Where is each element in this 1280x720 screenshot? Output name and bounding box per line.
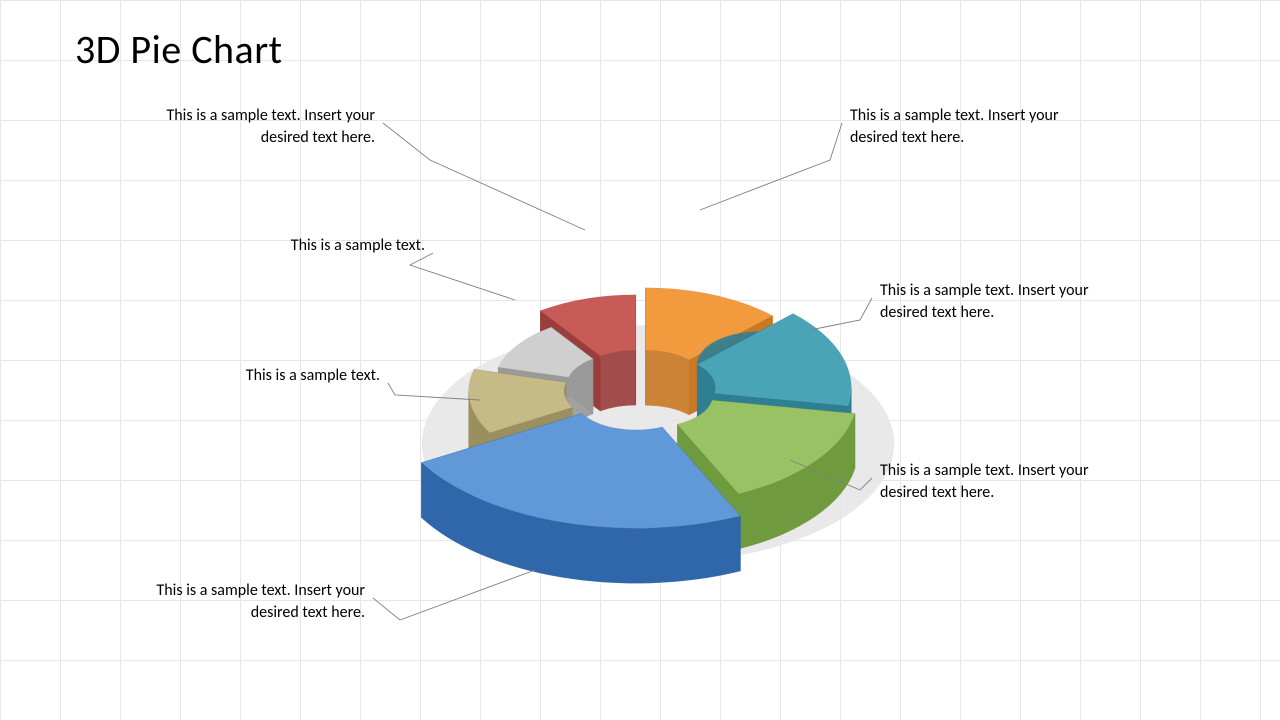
label-khaki: This is a sample text. xyxy=(130,365,380,387)
slide-stage: 3D Pie Chart This is a sample text. Inse… xyxy=(0,0,1280,720)
leader-line-grey xyxy=(410,253,515,300)
label-grey: This is a sample text. xyxy=(175,235,425,257)
label-green: This is a sample text. Insert your desir… xyxy=(880,460,1130,503)
leader-line-red xyxy=(383,123,585,230)
leader-line-teal xyxy=(810,298,872,330)
label-teal: This is a sample text. Insert your desir… xyxy=(880,280,1130,323)
label-orange: This is a sample text. Insert your desir… xyxy=(850,105,1100,148)
leader-line-orange xyxy=(700,123,842,210)
label-red: This is a sample text. Insert your desir… xyxy=(125,105,375,148)
label-blue: This is a sample text. Insert your desir… xyxy=(115,580,365,623)
leader-line-blue xyxy=(373,570,535,620)
